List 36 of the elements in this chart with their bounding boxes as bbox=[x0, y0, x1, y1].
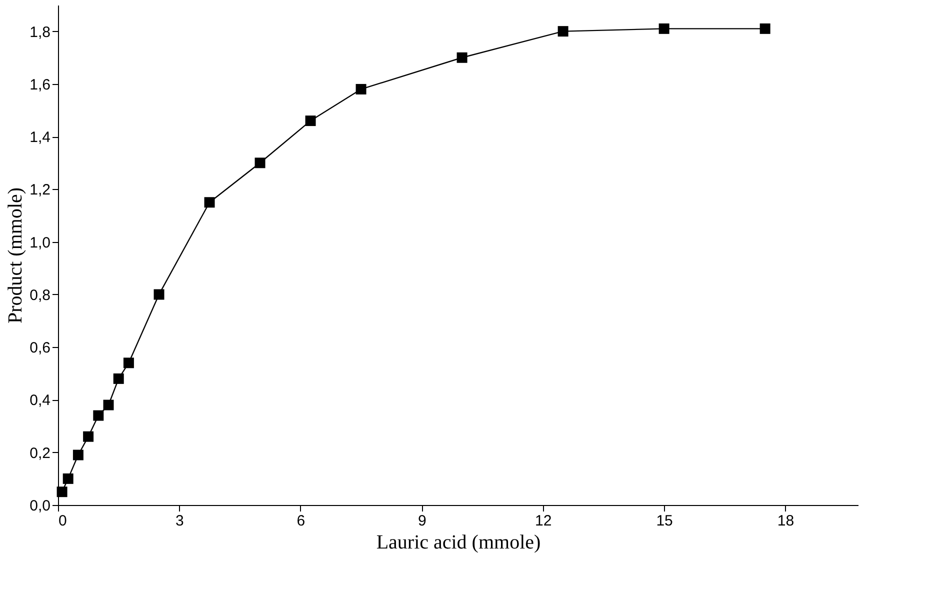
point bbox=[456, 52, 468, 63]
point bbox=[356, 84, 366, 94]
point bbox=[254, 158, 266, 168]
x-tick-label: 18 bbox=[777, 512, 794, 530]
point bbox=[62, 473, 74, 484]
point bbox=[204, 197, 215, 208]
point bbox=[760, 23, 770, 34]
point bbox=[103, 400, 114, 410]
y-tick-label: 1,0 bbox=[30, 234, 50, 252]
x-tick-label: 15 bbox=[656, 512, 673, 530]
x-tick-label: 6 bbox=[296, 512, 306, 530]
point bbox=[658, 23, 670, 34]
x-tick-label: 12 bbox=[535, 512, 552, 530]
y-axis-title: Product (mmole) bbox=[4, 187, 27, 324]
y-tick-label: 0,6 bbox=[30, 340, 50, 357]
y-tick-label: 0,2 bbox=[30, 444, 50, 462]
y-tick-label: 1,8 bbox=[30, 24, 50, 41]
y-tick-label: 1,2 bbox=[30, 182, 50, 199]
point bbox=[558, 26, 568, 37]
y-tick-label: 0,0 bbox=[30, 498, 50, 514]
y-tick-label: 1,6 bbox=[30, 76, 50, 94]
y-tick-label: 1,4 bbox=[30, 129, 50, 146]
y-tick-label: 0,4 bbox=[30, 392, 50, 410]
point bbox=[93, 410, 104, 421]
y-tick-label: 0,8 bbox=[30, 286, 50, 304]
x-tick-label: 0 bbox=[58, 512, 67, 530]
point bbox=[123, 358, 134, 368]
x-tick-label: 3 bbox=[176, 512, 184, 530]
point bbox=[56, 486, 68, 498]
x-axis-title: Lauric acid (mmole) bbox=[376, 532, 541, 554]
x-tick-label: 9 bbox=[418, 512, 426, 530]
point bbox=[72, 450, 84, 460]
point bbox=[154, 289, 164, 300]
point bbox=[113, 373, 124, 384]
point bbox=[83, 431, 94, 442]
point bbox=[305, 116, 316, 126]
